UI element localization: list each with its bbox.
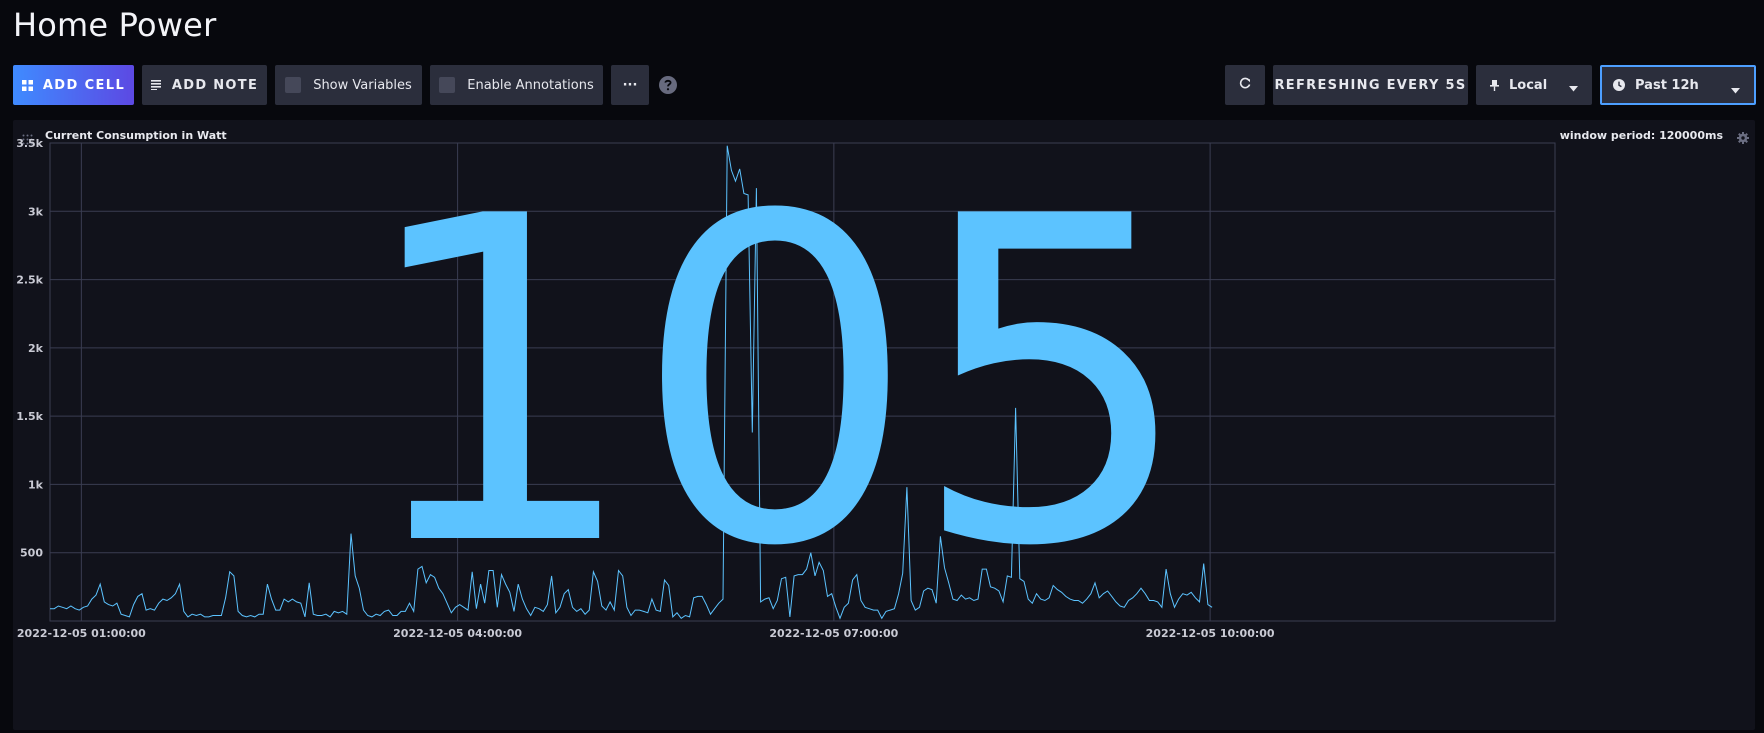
add-cell-button[interactable]: ADD CELL — [13, 65, 134, 105]
cell-title: Current Consumption in Watt — [45, 129, 227, 142]
refresh-interval-button[interactable]: REFRESHING EVERY 5S — [1273, 65, 1468, 105]
x-tick-label: 2022-12-05 01:00:00 — [17, 627, 146, 640]
chevron-down-icon — [1569, 81, 1578, 96]
y-tick-label: 2k — [28, 342, 44, 355]
add-cell-icon — [21, 79, 33, 91]
y-tick-label: 3k — [28, 205, 44, 218]
enable-annotations-checkbox[interactable] — [439, 77, 456, 93]
time-range-label: Past 12h — [1635, 77, 1699, 93]
more-options-label: ··· — [622, 77, 638, 93]
refresh-interval-label: REFRESHING EVERY 5S — [1274, 77, 1467, 93]
time-range-dropdown[interactable]: Past 12h — [1600, 65, 1756, 105]
drag-handle-icon[interactable] — [22, 130, 33, 149]
dashboard-cell: Current Consumption in Watt window perio… — [13, 120, 1755, 730]
x-tick-label: 2022-12-05 07:00:00 — [769, 627, 898, 640]
timezone-dropdown[interactable]: Local — [1476, 65, 1592, 105]
help-icon[interactable] — [659, 76, 677, 98]
show-variables-toggle[interactable]: Show Variables — [275, 65, 422, 105]
enable-annotations-toggle[interactable]: Enable Annotations — [430, 65, 603, 105]
x-tick-label: 2022-12-05 04:00:00 — [393, 627, 522, 640]
timezone-label: Local — [1509, 77, 1548, 93]
gear-icon[interactable] — [1737, 129, 1749, 148]
y-tick-label: 3.5k — [16, 137, 43, 150]
page-title: Home Power — [13, 6, 217, 44]
chevron-down-icon — [1731, 83, 1740, 98]
add-note-label: ADD NOTE — [171, 77, 259, 93]
refresh-button[interactable] — [1225, 65, 1265, 105]
y-tick-label: 1k — [28, 478, 44, 491]
y-tick-label: 1.5k — [16, 410, 43, 423]
refresh-icon — [1239, 77, 1251, 93]
single-stat-value: 105 — [355, 122, 1186, 644]
pin-icon — [1490, 79, 1499, 91]
add-cell-label: ADD CELL — [42, 77, 126, 93]
enable-annotations-label: Enable Annotations — [467, 77, 594, 93]
consumption-chart: 500 1k 1.5k 2k 2.5k 3k 3.5k 2022-12-05 01:00:00… — [16, 122, 1556, 644]
y-tick-label: 2.5k — [16, 274, 43, 287]
show-variables-checkbox[interactable] — [285, 77, 302, 93]
note-icon — [150, 80, 162, 90]
series-line-power — [50, 145, 1213, 620]
x-tick-label: 2022-12-05 10:00:00 — [1146, 627, 1275, 640]
window-period-label: window period: 120000ms — [1559, 129, 1723, 142]
more-options-button[interactable]: ··· — [611, 65, 649, 105]
clock-icon — [1613, 79, 1625, 91]
y-tick-label: 500 — [20, 547, 43, 560]
add-note-button[interactable]: ADD NOTE — [142, 65, 267, 105]
show-variables-label: Show Variables — [313, 77, 412, 93]
